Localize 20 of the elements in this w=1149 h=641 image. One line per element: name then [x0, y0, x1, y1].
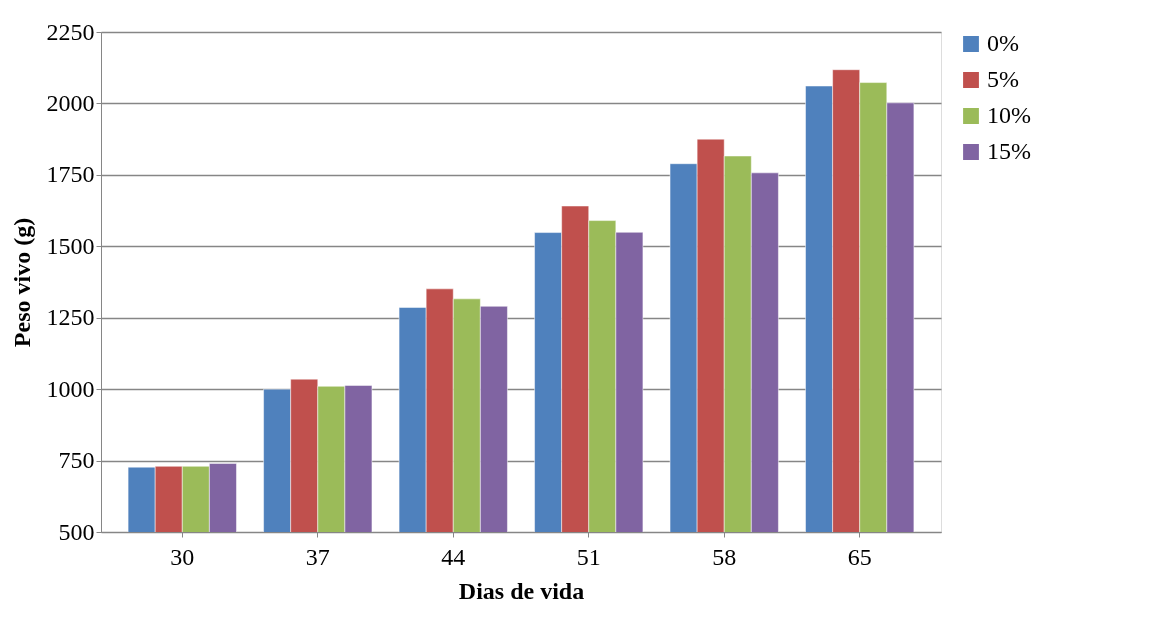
y-tick-label: 1500	[46, 232, 95, 259]
y-tick-label: 2000	[46, 89, 95, 116]
y-tick-label: 1750	[46, 161, 95, 188]
legend-label: 15%	[987, 138, 1031, 164]
x-tick-label: 51	[576, 543, 601, 570]
x-tick-label: 65	[847, 543, 872, 570]
x-axis-title: Dias de vida	[458, 577, 585, 604]
y-tick-label: 1250	[46, 304, 95, 331]
x-tick-label: 30	[170, 543, 195, 570]
x-tick-label: 44	[441, 543, 466, 570]
x-tick-label: 37	[305, 543, 330, 570]
legend-label: 10%	[987, 102, 1031, 128]
y-tick-label: 500	[58, 518, 95, 545]
y-tick-label: 1000	[46, 375, 95, 402]
y-axis-title: Peso vivo (g)	[8, 217, 35, 348]
x-tick-label: 58	[712, 543, 737, 570]
legend-label: 5%	[987, 66, 1019, 92]
legend-label: 0%	[987, 30, 1019, 56]
y-tick-label: 750	[58, 447, 95, 474]
y-tick-label: 2250	[46, 18, 95, 45]
